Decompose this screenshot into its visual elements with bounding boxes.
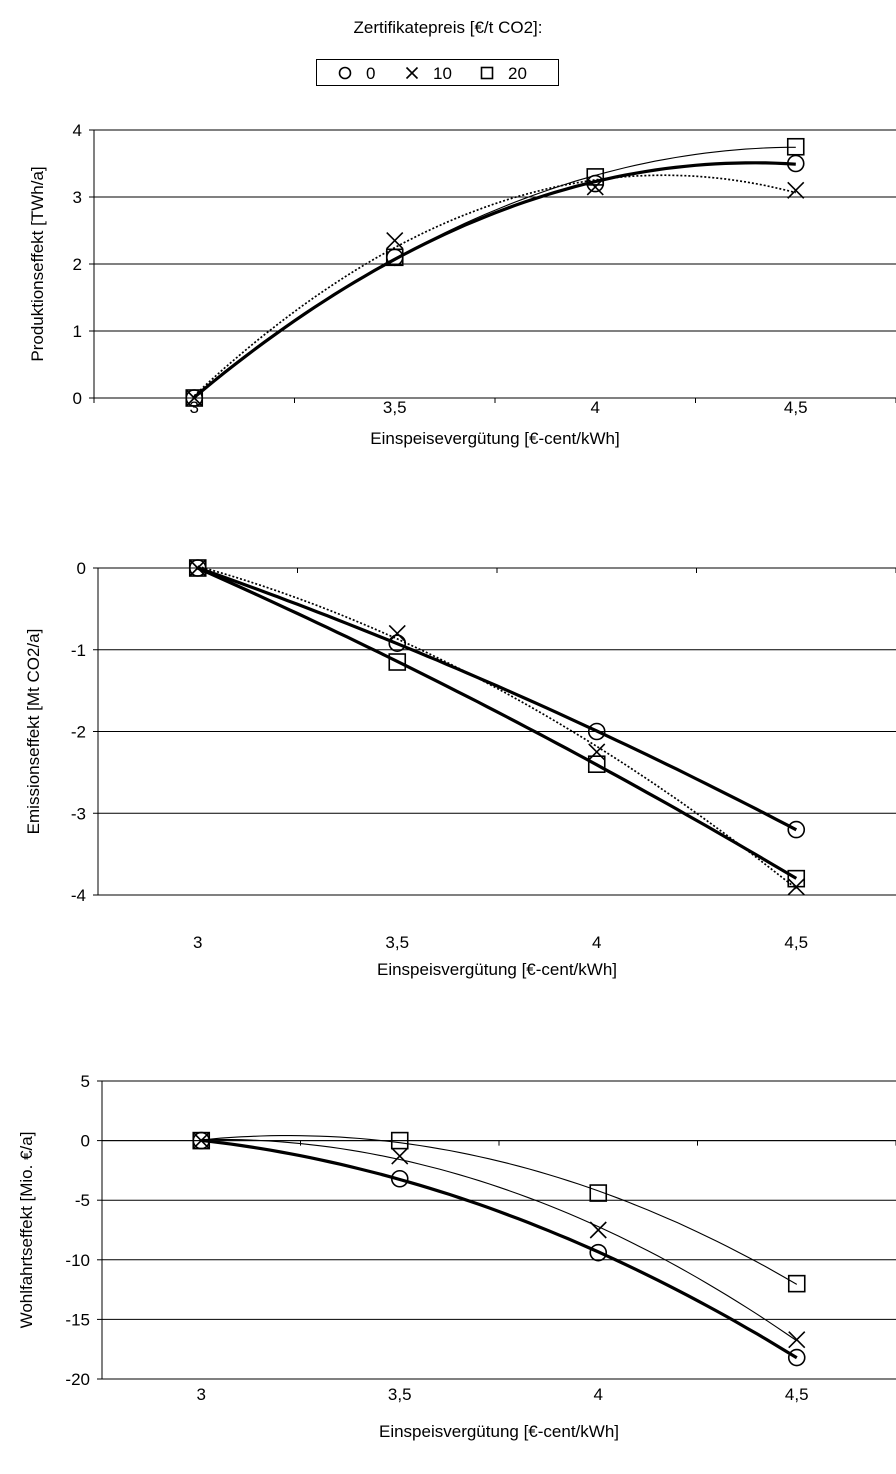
- y-tick-label: 4: [73, 121, 82, 140]
- legend-entries: 0 10 20: [338, 64, 527, 83]
- y-tick-label: -10: [65, 1251, 90, 1270]
- x-tick-label: 3,5: [385, 933, 409, 952]
- data-point-series-20: [385, 248, 404, 267]
- trendline-series-20: [197, 566, 798, 880]
- y-tick-label: -2: [71, 723, 86, 742]
- y-tick-label: 0: [81, 1132, 90, 1151]
- y-tick-label: -3: [71, 804, 86, 823]
- data-point-series-0: [589, 1243, 608, 1262]
- trendline-series-10: [193, 174, 797, 397]
- data-point-series-0: [787, 820, 806, 839]
- chart-2: 0 -1 -2 -3 -4 3 3,5 4 4,5 Einspeisvergütung [€-ce…: [24, 559, 896, 979]
- x-tick-label: 4,5: [784, 398, 808, 417]
- legend-marker-square: [480, 66, 494, 80]
- data-point-series-20: [587, 755, 606, 774]
- data-point-series-10: [189, 559, 207, 577]
- data-point-series-20: [589, 1184, 608, 1202]
- y-tick-label: -1: [71, 641, 86, 660]
- legend-title: Zertifikatepreis [€/t CO2]:: [353, 18, 543, 37]
- data-point-series-20: [192, 1131, 211, 1150]
- data-point-series-20: [188, 559, 207, 577]
- data-point-series-10: [787, 181, 805, 199]
- y-tick-label: 5: [81, 1072, 90, 1091]
- trendline-series-0: [193, 161, 796, 399]
- x-tick-label: 3,5: [388, 1385, 412, 1404]
- data-point-series-10: [391, 1147, 409, 1165]
- data-point-series-10: [386, 231, 404, 250]
- y-tick-label: 2: [73, 255, 82, 274]
- x-tick-label: 4: [592, 933, 601, 952]
- x-tick-label: 3,5: [383, 398, 407, 417]
- trendline-series-20: [193, 146, 796, 398]
- data-point-series-10: [588, 743, 606, 761]
- chart-1: 0 1 2 3 4 3 3,5 4 4,5 Einspeisevergütung [€-cent/…: [28, 121, 896, 448]
- data-point-series-10: [388, 624, 406, 642]
- x-axis-label: Einspeisvergütung [€-cent/kWh]: [377, 960, 617, 979]
- data-point-series-20: [786, 137, 805, 156]
- trendline-series-10: [197, 565, 797, 890]
- y-tick-label: -15: [65, 1310, 90, 1329]
- data-point-series-20: [388, 653, 407, 671]
- x-tick-label: 3: [190, 398, 199, 417]
- trendline-series-20: [201, 1135, 798, 1285]
- trendline-series-0: [201, 1138, 798, 1360]
- x-tick-label: 4: [591, 398, 600, 417]
- y-axis-label: Emissionseffekt [Mt CO2/a]: [24, 629, 43, 835]
- data-point-series-0: [787, 1348, 806, 1367]
- data-point-series-10: [586, 178, 604, 196]
- data-point-series-10: [192, 1132, 210, 1150]
- legend-label: 0: [366, 64, 375, 83]
- data-point-series-0: [587, 722, 606, 741]
- y-tick-label: -4: [71, 886, 86, 905]
- data-point-series-20: [787, 869, 806, 888]
- x-tick-label: 4,5: [785, 1385, 809, 1404]
- data-point-series-20: [787, 1274, 806, 1293]
- data-point-series-20: [586, 168, 605, 186]
- legend: [316, 59, 559, 86]
- x-tick-label: 4: [594, 1385, 603, 1404]
- trendline-series-0: [197, 566, 798, 832]
- x-tick-label: 4,5: [784, 933, 808, 952]
- y-tick-label: 3: [73, 188, 82, 207]
- y-tick-label: 0: [73, 389, 82, 408]
- x-tick-label: 3: [197, 1385, 206, 1404]
- x-axis-label: Einspeisevergütung [€-cent/kWh]: [370, 429, 619, 448]
- legend-marker-circle: [338, 66, 352, 80]
- y-axis-label: Wohlfahrtseffekt [Mio. €/a]: [17, 1132, 36, 1329]
- x-tick-label: 3: [193, 933, 202, 952]
- trendline-series-10: [201, 1138, 798, 1342]
- y-tick-label: 0: [77, 559, 86, 578]
- data-point-series-20: [390, 1131, 409, 1150]
- data-point-series-10: [788, 1331, 806, 1349]
- legend-label: 20: [508, 64, 527, 83]
- legend-marker-cross: [405, 66, 419, 80]
- y-axis-label: Produktionseffekt [TWh/a]: [28, 166, 47, 361]
- y-tick-label: -5: [75, 1191, 90, 1210]
- y-tick-label: 1: [73, 322, 82, 341]
- y-tick-label: -20: [65, 1370, 90, 1389]
- data-point-series-0: [390, 1169, 409, 1188]
- data-point-series-10: [589, 1221, 607, 1239]
- chart-3: 5 0 -5 -10 -15 -20 3 3,5 4 4,5 Einspeisvergütung […: [17, 1072, 896, 1441]
- legend-label: 10: [433, 64, 452, 83]
- data-point-series-20: [185, 389, 204, 407]
- x-axis-label: Einspeisvergütung [€-cent/kWh]: [379, 1422, 619, 1441]
